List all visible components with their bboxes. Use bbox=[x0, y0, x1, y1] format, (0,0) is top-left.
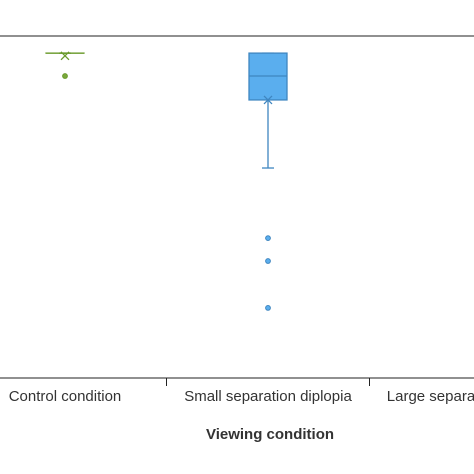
x-tick-label: Small separation diplopia bbox=[184, 388, 352, 405]
x-tick-label: Large separation diplopia bbox=[387, 388, 474, 405]
x-tick-label: Control condition bbox=[9, 388, 122, 405]
x-axis-title: Viewing condition bbox=[206, 426, 334, 443]
mean-marker bbox=[60, 51, 70, 61]
outlier bbox=[265, 304, 271, 311]
outlier bbox=[62, 73, 68, 79]
outlier bbox=[265, 258, 271, 264]
outlier bbox=[265, 235, 271, 242]
mean-marker bbox=[263, 95, 273, 105]
